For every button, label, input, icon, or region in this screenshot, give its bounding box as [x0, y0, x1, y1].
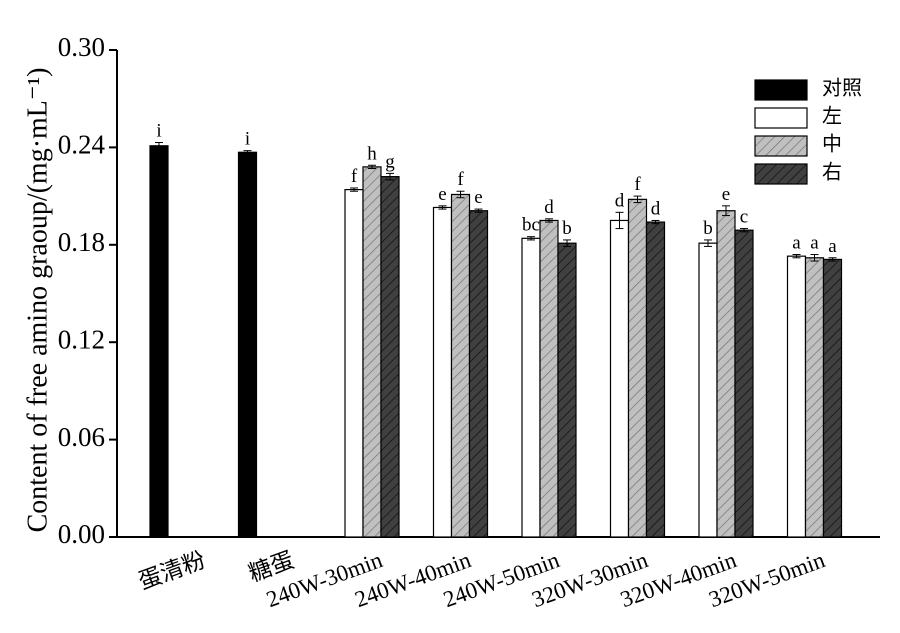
significance-letter: a — [810, 233, 819, 254]
error-bar — [545, 218, 553, 223]
y-tick-label: 0.24 — [58, 130, 106, 160]
significance-letter: a — [828, 236, 837, 257]
y-tick-label: 0.06 — [58, 422, 105, 452]
error-bar — [155, 142, 163, 150]
bar — [432, 206, 453, 538]
bar — [822, 258, 843, 538]
bar — [557, 242, 577, 538]
bar — [609, 219, 630, 538]
bar — [698, 242, 718, 538]
y-tick-label: 0.00 — [58, 519, 105, 549]
error-bar — [368, 164, 376, 170]
legend-label: 中 — [822, 133, 842, 156]
significance-letter: i — [156, 121, 161, 142]
y-tick-label: 0.30 — [58, 32, 105, 62]
bar — [362, 166, 382, 538]
legend-swatch — [754, 163, 808, 185]
bar — [786, 255, 807, 538]
significance-letter: a — [792, 233, 801, 254]
error-bar — [243, 150, 252, 155]
bar — [344, 189, 364, 538]
significance-letter: b — [703, 218, 713, 239]
bar — [468, 210, 489, 538]
legend-label: 左 — [822, 105, 842, 128]
legend-swatch — [754, 79, 808, 101]
significance-letter: d — [651, 198, 661, 219]
error-bar — [527, 236, 535, 241]
y-axis-label: Content of free amino graoup/(mg·mL⁻¹) — [22, 68, 53, 533]
legend-swatch — [754, 135, 808, 157]
significance-letter: f — [457, 169, 464, 190]
error-bar — [651, 219, 660, 225]
bar — [521, 237, 541, 538]
legend-label: 对照 — [822, 77, 862, 100]
significance-letter: d — [615, 190, 625, 211]
legend-label: 右 — [822, 161, 842, 184]
error-bar — [474, 208, 483, 213]
significance-letter: e — [438, 184, 446, 205]
error-bar — [704, 239, 712, 247]
significance-letter: e — [722, 184, 730, 205]
y-tick-label: 0.18 — [58, 227, 105, 257]
legend-swatch — [754, 107, 808, 129]
significance-letter: i — [245, 129, 250, 150]
bar — [734, 229, 754, 538]
bar — [804, 257, 825, 538]
significance-letter: g — [385, 151, 395, 172]
error-bar — [633, 195, 642, 204]
error-bar — [722, 205, 730, 217]
significance-letter: f — [351, 166, 358, 187]
error-bar — [615, 211, 624, 230]
bar — [716, 210, 736, 538]
significance-letter: b — [562, 218, 572, 239]
significance-letter: h — [367, 143, 377, 164]
error-bar — [792, 254, 801, 259]
bar — [450, 193, 471, 538]
bar — [627, 198, 648, 538]
bar — [380, 176, 400, 538]
significance-letter: bc — [522, 215, 540, 236]
error-bar — [438, 205, 447, 210]
bar — [539, 219, 559, 538]
significance-letter: d — [544, 197, 554, 218]
significance-letter: c — [740, 207, 748, 228]
bar — [149, 145, 169, 538]
y-tick-label: 0.12 — [58, 324, 105, 354]
x-tick-label: 蛋清粉 — [135, 547, 208, 594]
error-bar — [456, 190, 465, 199]
error-bar — [810, 254, 819, 262]
bar — [645, 221, 666, 538]
error-bar — [740, 228, 748, 233]
bar — [237, 151, 258, 538]
significance-letter: f — [634, 174, 641, 195]
error-bar — [563, 239, 571, 247]
significance-letter: e — [474, 187, 482, 208]
error-bar — [386, 172, 394, 181]
error-bar — [350, 187, 358, 192]
error-bar — [828, 257, 837, 262]
